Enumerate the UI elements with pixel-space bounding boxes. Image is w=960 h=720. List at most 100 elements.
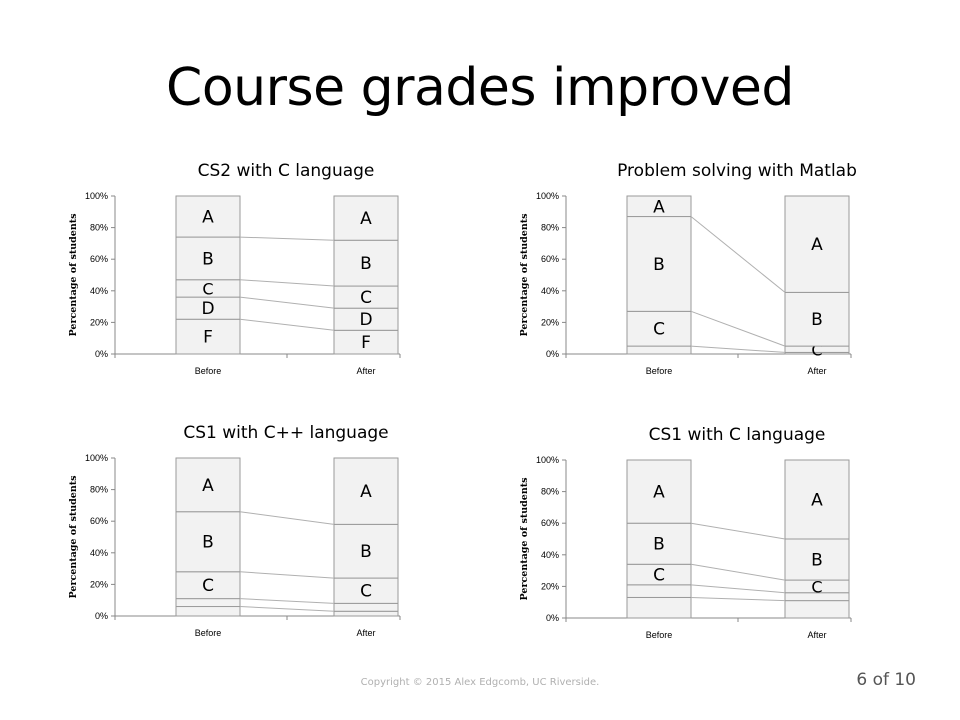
connector-line <box>239 279 335 287</box>
segment-label: B <box>202 533 214 553</box>
bar-segment <box>333 523 399 579</box>
bar-segment <box>333 195 399 241</box>
bar-segment <box>784 459 850 540</box>
connector-line <box>690 563 786 581</box>
segment-label: C <box>202 576 214 596</box>
segment-label: A <box>811 491 823 511</box>
segment-label: C <box>202 279 213 298</box>
segment-label: B <box>360 542 372 562</box>
y-tick-label: 80% <box>90 485 108 495</box>
segment-label: F <box>361 333 371 353</box>
x-tick-label: Before <box>646 366 673 376</box>
connector-line <box>239 606 335 612</box>
connector-line <box>239 318 335 331</box>
connector-line <box>239 296 335 309</box>
bar-segment <box>333 239 399 287</box>
bar-segment <box>333 577 399 604</box>
segment-label: D <box>359 310 372 330</box>
connector-line <box>690 584 786 594</box>
segment-label: C <box>360 288 372 308</box>
y-tick-label: 0% <box>546 349 559 359</box>
y-axis-label: Percentage of students <box>68 214 79 337</box>
y-tick-label: 80% <box>90 223 108 233</box>
bar-segment <box>175 457 241 513</box>
bar-segment <box>333 610 399 617</box>
y-tick-label: 100% <box>536 455 559 465</box>
bar-segment <box>626 216 692 312</box>
x-tick-label: Before <box>646 630 673 640</box>
connector-line <box>690 310 786 347</box>
bar-segment <box>784 195 850 293</box>
segment-label: B <box>811 310 823 330</box>
slide-title: Course grades improved <box>166 58 794 118</box>
bar-segment <box>626 195 692 218</box>
chart-title: CS1 with C++ language <box>183 423 389 443</box>
y-axis-label: Percentage of students <box>68 476 79 599</box>
y-axis-label: Percentage of students <box>519 214 530 337</box>
x-tick-label: After <box>356 366 375 376</box>
bar-segment <box>175 598 241 608</box>
bar-segment <box>626 459 692 524</box>
connector-line <box>690 596 786 602</box>
segment-label: B <box>811 551 823 571</box>
x-tick-label: Before <box>195 366 222 376</box>
y-tick-label: 40% <box>541 550 559 560</box>
y-tick-label: 60% <box>90 516 108 526</box>
bar-segment <box>626 345 692 355</box>
y-tick-label: 0% <box>546 613 559 623</box>
chart-plot: 0% 20% 40% 60% 80% 100% Before After Percentage … <box>68 191 401 376</box>
segment-label: A <box>653 483 665 503</box>
connector-line <box>239 236 335 241</box>
y-axis-label: Percentage of students <box>519 478 530 601</box>
segment-label: A <box>811 235 823 255</box>
segment-label: C <box>360 582 372 602</box>
segment-label: B <box>653 255 665 275</box>
segment-label: B <box>360 254 372 274</box>
x-tick-label: After <box>356 628 375 638</box>
bar-segment <box>784 600 850 619</box>
y-tick-label: 20% <box>90 579 108 589</box>
chart-cs2-c: CS2 with C language 0% 20% 40% 60% 80% 100% Be… <box>66 158 506 378</box>
segment-label: F <box>203 328 213 348</box>
bar-segment <box>175 236 241 281</box>
y-tick-label: 0% <box>95 349 108 359</box>
x-tick-label: After <box>807 366 826 376</box>
bar-segment <box>784 291 850 347</box>
chart-cs1-cpp: CS1 with C++ language 0% 20% 40% 60% 80% 100%… <box>66 420 506 640</box>
connector-line <box>239 598 335 604</box>
y-tick-label: 20% <box>541 581 559 591</box>
copyright-footer: Copyright © 2015 Alex Edgcomb, UC Rivers… <box>360 677 600 688</box>
segment-label: C <box>811 577 822 596</box>
chart-cs1-c: CS1 with C language 0% 20% 40% 60% 80% 100% Be… <box>517 422 957 642</box>
y-tick-label: 20% <box>541 317 559 327</box>
x-tick-label: Before <box>195 628 222 638</box>
chart-plot: 0% 20% 40% 60% 80% 100% Before After Percentage … <box>519 191 852 376</box>
bar-segment <box>175 195 241 238</box>
connector-line <box>690 216 786 293</box>
y-tick-label: 0% <box>95 611 108 621</box>
connector-line <box>239 511 335 525</box>
y-tick-label: 100% <box>85 453 108 463</box>
segment-label: C <box>811 340 822 359</box>
bar-segment <box>175 606 241 617</box>
x-tick-label: After <box>807 630 826 640</box>
y-tick-label: 40% <box>90 548 108 558</box>
chart-plot: 0% 20% 40% 60% 80% 100% Before After Percentage … <box>519 455 852 640</box>
bar-segment <box>333 602 399 612</box>
y-tick-label: 40% <box>541 286 559 296</box>
y-tick-label: 60% <box>90 254 108 264</box>
connector-line <box>690 345 786 353</box>
segment-label: B <box>653 535 665 555</box>
segment-label: C <box>653 566 665 586</box>
segment-label: A <box>653 197 665 217</box>
segment-label: C <box>653 320 665 340</box>
bar-segment <box>626 522 692 565</box>
y-tick-label: 80% <box>541 487 559 497</box>
chart-matlab: Problem solving with Matlab 0% 20% 40% 60% 8… <box>517 158 957 378</box>
bar-segment <box>626 310 692 347</box>
segment-label: A <box>360 482 372 502</box>
segment-label: A <box>360 209 372 229</box>
segment-label: D <box>201 299 214 319</box>
bar-segment <box>175 571 241 600</box>
y-tick-label: 60% <box>541 518 559 528</box>
